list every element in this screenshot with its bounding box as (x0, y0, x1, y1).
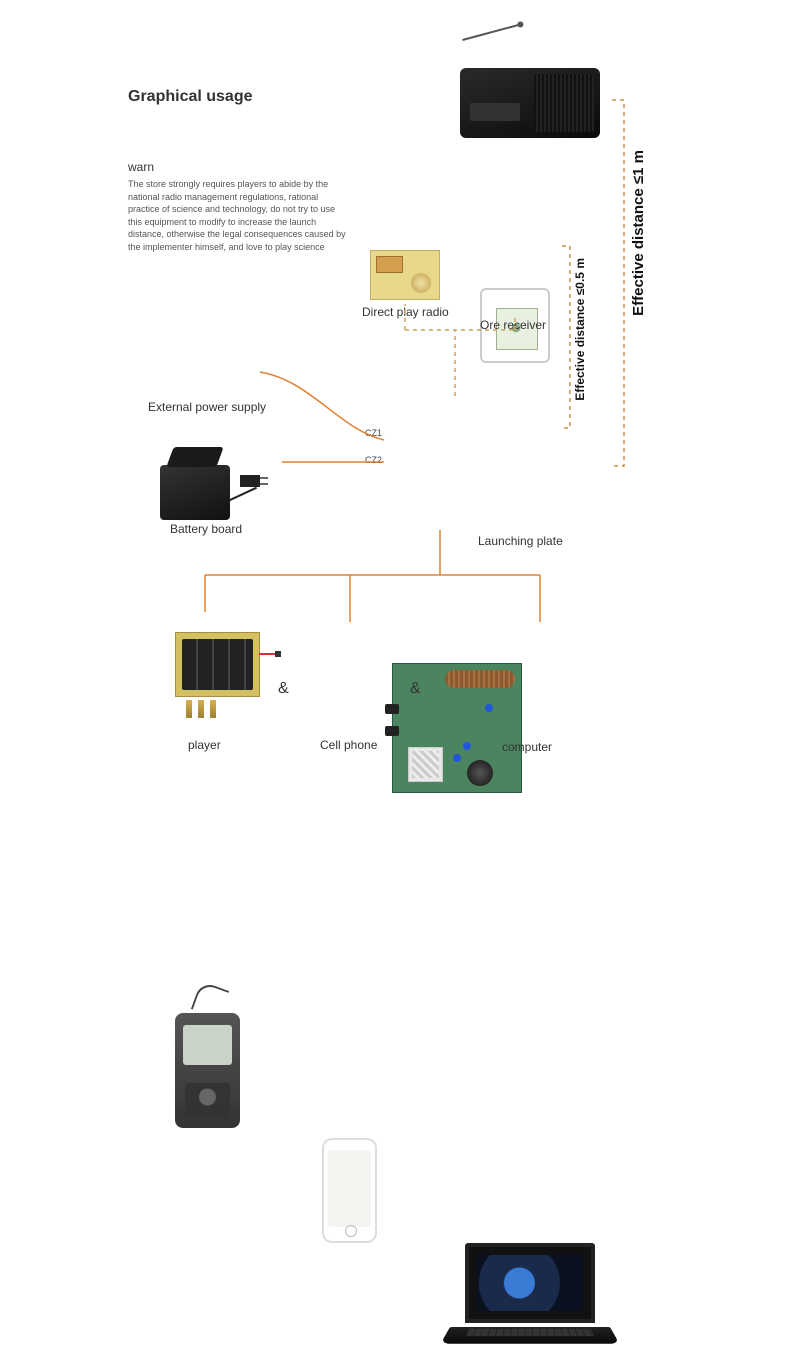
direct-play-radio-label: Direct play radio (362, 305, 449, 319)
computer-label: computer (502, 740, 552, 754)
launching-plate-label: Launching plate (478, 534, 563, 548)
battery-board (175, 632, 260, 697)
ampersand-2: & (410, 680, 421, 698)
cz1-label: CZ1 (365, 428, 382, 438)
battery-board-label: Battery board (170, 522, 242, 536)
warn-body: The store strongly requires players to a… (128, 178, 348, 254)
cell-phone-label: Cell phone (320, 738, 377, 752)
ore-receiver-label: Ore receiver (480, 318, 546, 332)
effective-distance-short: Effective distance ≤0.5 m (573, 258, 587, 401)
player-label: player (188, 738, 221, 752)
external-power-supply (160, 445, 260, 520)
direct-play-radio (370, 250, 440, 300)
external-power-supply-label: External power supply (148, 400, 266, 414)
computer-device (450, 1243, 610, 1353)
cz2-label: CZ2 (365, 455, 382, 465)
warn-heading: warn (128, 160, 154, 174)
effective-distance-long: Effective distance ≤1 m (630, 150, 647, 316)
ampersand-1: & (278, 680, 289, 698)
cell-phone (322, 1138, 377, 1243)
player-device (175, 1013, 240, 1128)
radio-device (460, 68, 600, 138)
page-title: Graphical usage (128, 88, 253, 106)
